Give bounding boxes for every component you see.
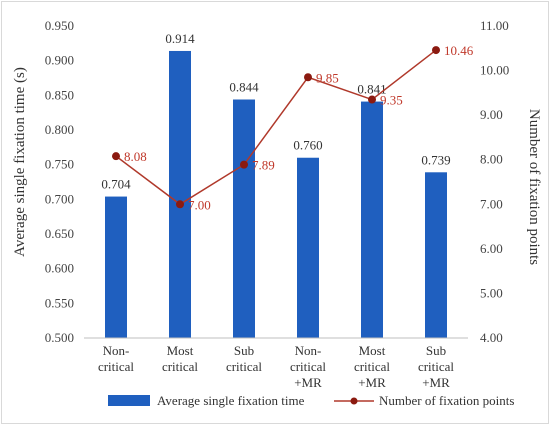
category-label-line: Sub (426, 343, 446, 358)
category-label-line: Non- (103, 343, 130, 358)
category-label-line: Most (359, 343, 386, 358)
category-label-line: critical (418, 359, 454, 374)
left-tick-label: 0.850 (45, 87, 74, 102)
bar (169, 50, 191, 339)
category-label-line: +MR (358, 375, 386, 390)
category-label-line: +MR (422, 375, 450, 390)
legend-line-marker (350, 397, 358, 405)
legend-bar-swatch (108, 395, 150, 406)
left-tick-label: 0.700 (45, 191, 74, 206)
right-tick-label: 5.00 (480, 285, 503, 300)
bar-value-label: 0.844 (229, 79, 259, 94)
right-tick-label: 4.00 (480, 330, 503, 345)
line-value-label: 7.89 (252, 158, 275, 173)
line-value-label: 9.35 (380, 93, 403, 108)
category-label-line: critical (290, 359, 326, 374)
left-tick-label: 0.600 (45, 261, 74, 276)
right-tick-label: 6.00 (480, 241, 503, 256)
line-point (112, 152, 120, 161)
right-tick-label: 8.00 (480, 152, 503, 167)
right-tick-label: 10.00 (480, 63, 509, 78)
category-label-line: critical (226, 359, 262, 374)
left-axis-ticks: 0.500 0.550 0.600 0.650 0.700 0.750 0.800 0.850… (45, 18, 74, 345)
bar (361, 101, 383, 338)
right-tick-label: 11.00 (480, 18, 509, 33)
right-axis-title: Number of fixation points (526, 109, 542, 265)
right-tick-label: 9.00 (480, 107, 503, 122)
category-label-line: critical (354, 359, 390, 374)
line-series (112, 46, 440, 209)
left-tick-label: 0.750 (45, 157, 74, 172)
bar-data-labels: 0.704 0.914 0.844 0.760 0.841 0.739 (101, 31, 450, 192)
line-value-label: 7.00 (188, 197, 211, 212)
category-label: Most critical (162, 343, 198, 374)
right-axis-ticks: 4.00 5.00 6.00 7.00 8.00 9.00 10.00 11.00 (480, 18, 509, 345)
left-tick-label: 0.650 (45, 226, 74, 241)
left-tick-label: 0.950 (45, 18, 74, 33)
line-value-label: 8.08 (124, 149, 147, 164)
bar (425, 172, 447, 338)
left-axis-title: Average single fixation time (s) (12, 67, 28, 257)
category-label: Non-critical (98, 343, 134, 374)
left-tick-label: 0.800 (45, 122, 74, 137)
left-tick-label: 0.900 (45, 53, 74, 68)
category-label: Sub critical (226, 343, 262, 374)
line-point (240, 160, 248, 169)
legend: Average single fixation time Number of f… (108, 393, 514, 408)
bar (105, 196, 127, 338)
category-label-line: +MR (294, 375, 322, 390)
category-label-line: Most (167, 343, 194, 358)
bar-value-label: 0.914 (165, 31, 195, 46)
line-point (176, 200, 184, 209)
legend-line-label: Number of fixation points (379, 393, 514, 408)
line-point (304, 73, 312, 82)
bar (233, 99, 255, 338)
legend-bar-label: Average single fixation time (157, 393, 305, 408)
left-tick-label: 0.550 (45, 295, 74, 310)
category-label-line: critical (162, 359, 198, 374)
bar-value-label: 0.739 (421, 152, 450, 167)
bar-value-label: 0.704 (101, 177, 131, 192)
line-data-labels: 8.08 7.00 7.89 9.85 9.35 10.46 (124, 43, 474, 212)
line-point (432, 46, 440, 55)
line-value-label: 9.85 (316, 70, 339, 85)
series-line (115, 49, 437, 206)
category-label-line: Sub (234, 343, 254, 358)
category-label-line: Non- (295, 343, 322, 358)
category-label: Sub critical +MR (418, 343, 454, 390)
left-tick-label: 0.500 (45, 330, 74, 345)
bar (297, 157, 319, 338)
line-point (368, 95, 376, 104)
category-label: Most critical +MR (354, 343, 390, 390)
category-label: Non-critical +MR (290, 343, 326, 390)
bar-value-label: 0.760 (293, 138, 322, 153)
bar-series (105, 50, 447, 339)
category-label-line: critical (98, 359, 134, 374)
line-value-label: 10.46 (444, 43, 474, 58)
bar-value-label: 0.841 (357, 82, 386, 97)
right-tick-label: 7.00 (480, 196, 503, 211)
